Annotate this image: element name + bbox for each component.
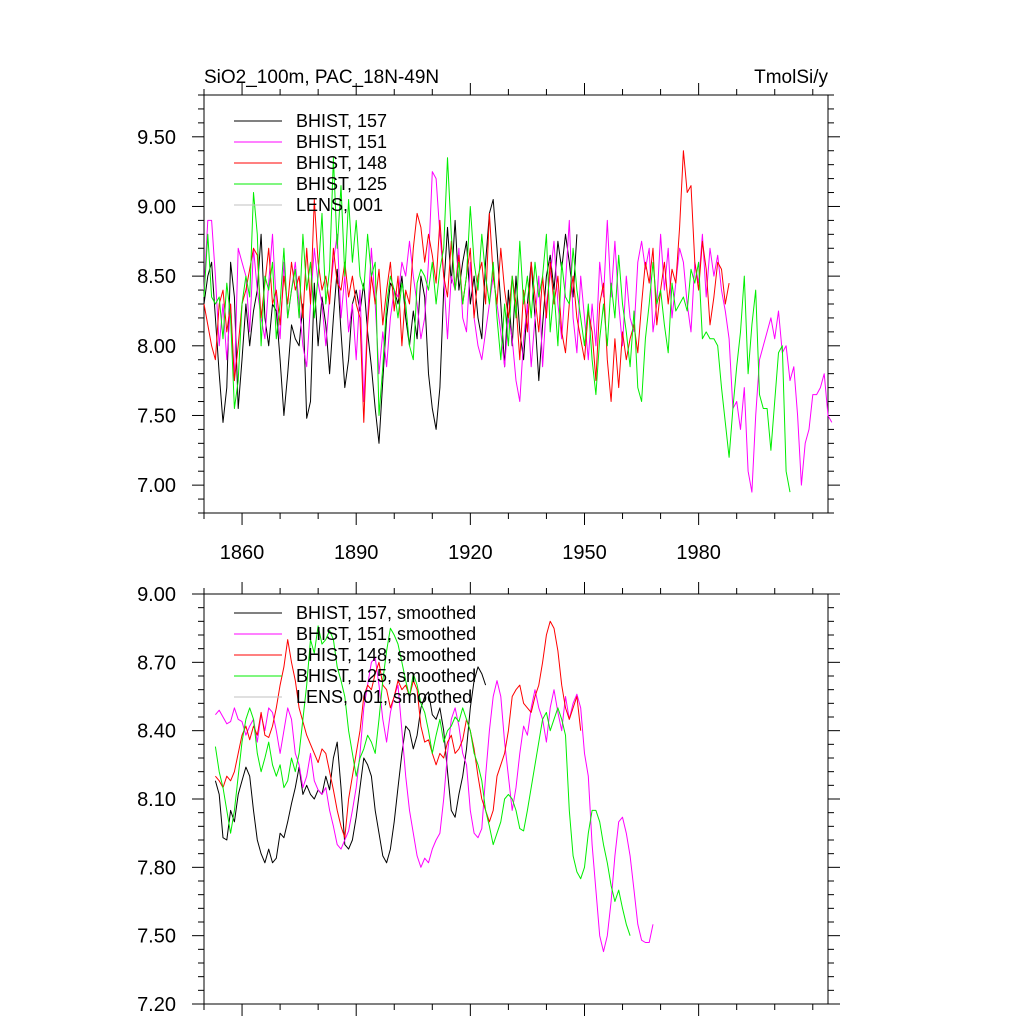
bottom-legend-label-1: BHIST, 151, smoothed <box>296 624 476 644</box>
top-ytick-label-4: 9.00 <box>137 196 176 218</box>
bottom-series-line-0 <box>214 666 487 864</box>
bottom-legend-label-2: BHIST, 148, smoothed <box>296 645 476 665</box>
bottom-legend-entry-2: BHIST, 148, smoothed <box>234 645 476 665</box>
bottom-ytick-label-4: 8.40 <box>137 721 176 743</box>
bottom-legend-entry-0: BHIST, 157, smoothed <box>234 603 476 623</box>
top-series-line-3 <box>203 157 791 493</box>
bottom-panel-axes: 7.20 7.50 7.80 8.10 8.40 8.70 9.00 <box>137 582 840 1016</box>
top-xtick-label-3: 1950 <box>562 542 607 564</box>
top-panel-axes: 1860 1890 1920 1950 1980 7.00 7.50 8.00 8.50 9.0… <box>137 83 840 564</box>
bottom-legend-entry-4: LENS, 001, smoothed <box>234 687 472 707</box>
top-legend-entry-2: BHIST, 148 <box>234 153 387 173</box>
top-xtick-label-2: 1920 <box>448 542 493 564</box>
top-ytick-label-5: 9.50 <box>137 127 176 149</box>
bottom-legend-entry-1: BHIST, 151, smoothed <box>234 624 476 644</box>
top-legend-label-2: BHIST, 148 <box>296 153 387 173</box>
bottom-panel-legend: BHIST, 157, smoothed BHIST, 151, smoothe… <box>234 603 476 707</box>
top-legend-entry-3: BHIST, 125 <box>234 174 387 194</box>
top-xtick-label-1: 1890 <box>334 542 379 564</box>
bottom-legend-label-3: BHIST, 125, smoothed <box>296 666 476 686</box>
bottom-ytick-label-2: 7.80 <box>137 857 176 879</box>
top-ytick-label-0: 7.00 <box>137 475 176 497</box>
bottom-series-line-2 <box>215 620 582 839</box>
bottom-series-line-3 <box>214 625 631 936</box>
bottom-panel-y-ticks: 7.20 7.50 7.80 8.10 8.40 8.70 9.00 <box>137 584 840 1016</box>
bottom-series-line-1 <box>215 657 654 953</box>
top-panel-legend: BHIST, 157 BHIST, 151 BHIST, 148 BHIST, … <box>234 111 387 215</box>
bottom-panel-x-ticks <box>203 582 814 1016</box>
top-legend-label-0: BHIST, 157 <box>296 111 387 131</box>
top-legend-entry-4: LENS, 001 <box>234 195 383 215</box>
top-ytick-label-2: 8.00 <box>137 336 176 358</box>
bottom-ytick-label-3: 8.10 <box>137 789 176 811</box>
top-panel-title-right: TmolSi/y <box>754 67 828 88</box>
bottom-panel: 7.20 7.50 7.80 8.10 8.40 8.70 9.00 BHIST, 157,… <box>137 582 840 1016</box>
top-legend-label-1: BHIST, 151 <box>296 132 387 152</box>
top-panel-x-ticks: 1860 1890 1920 1950 1980 <box>203 83 814 564</box>
top-legend-label-4: LENS, 001 <box>296 195 383 215</box>
bottom-legend-label-4: LENS, 001, smoothed <box>296 687 472 707</box>
bottom-ytick-label-6: 9.00 <box>137 584 176 606</box>
bottom-ytick-label-0: 7.20 <box>137 994 176 1016</box>
top-legend-entry-1: BHIST, 151 <box>234 132 387 152</box>
top-xtick-label-4: 1980 <box>676 542 721 564</box>
top-panel-title-left: SiO2_100m, PAC_18N-49N <box>204 67 439 88</box>
bottom-legend-label-0: BHIST, 157, smoothed <box>296 603 476 623</box>
top-ytick-label-1: 7.50 <box>137 405 176 427</box>
top-xtick-label-0: 1860 <box>220 542 265 564</box>
top-legend-label-3: BHIST, 125 <box>296 174 387 194</box>
top-legend-entry-0: BHIST, 157 <box>234 111 387 131</box>
bottom-legend-entry-3: BHIST, 125, smoothed <box>234 666 476 686</box>
bottom-ytick-label-5: 8.70 <box>137 652 176 674</box>
top-ytick-label-3: 8.50 <box>137 266 176 288</box>
bottom-ytick-label-1: 7.50 <box>137 926 176 948</box>
bottom-panel-series <box>214 620 654 953</box>
top-series-line-1 <box>203 171 833 493</box>
top-panel: SiO2_100m, PAC_18N-49N TmolSi/y 1860 1890… <box>137 67 840 564</box>
top-panel-y-ticks: 7.00 7.50 8.00 8.50 9.00 9.50 <box>137 94 840 514</box>
top-panel-series <box>203 150 833 493</box>
